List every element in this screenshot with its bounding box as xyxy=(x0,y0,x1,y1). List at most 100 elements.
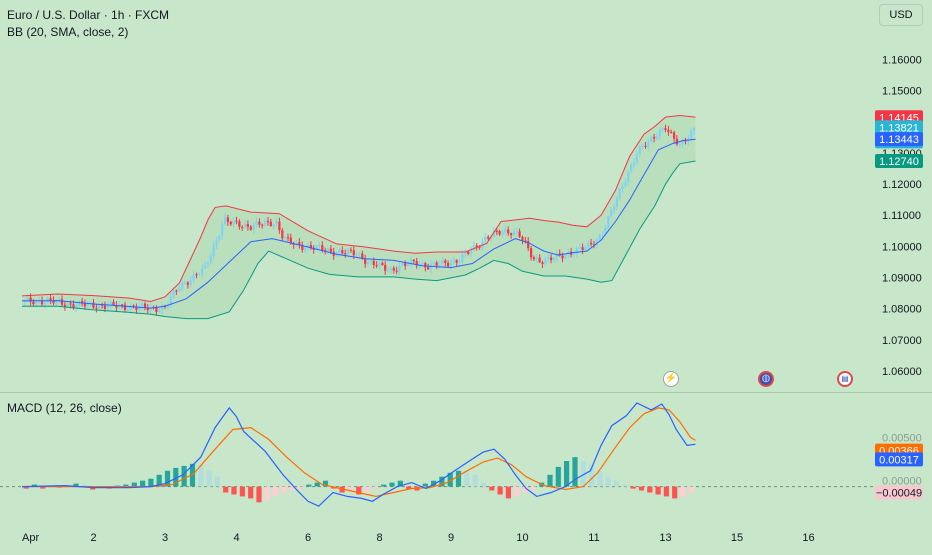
candle-body xyxy=(298,242,301,245)
candle-body xyxy=(55,300,58,304)
candle-body xyxy=(653,136,656,139)
histogram-bar xyxy=(31,484,38,487)
candle-body xyxy=(469,250,473,254)
time-axis[interactable]: Apr 2 3 4 6 8 9 10 11 13 15 16 xyxy=(22,532,815,544)
candle-body xyxy=(141,303,144,307)
candle-body xyxy=(69,303,72,305)
candle-body xyxy=(578,247,581,249)
candle-body xyxy=(83,303,86,307)
candle-body xyxy=(412,259,415,262)
macd-legend[interactable]: MACD (12, 26, close) xyxy=(7,401,122,415)
histogram-bar xyxy=(198,464,204,487)
candle-body xyxy=(92,302,95,308)
histogram-bar xyxy=(231,486,237,495)
candle-body xyxy=(407,264,410,266)
candle-body xyxy=(121,304,124,306)
price-tick-label: 1.09000 xyxy=(882,273,922,285)
candle-body xyxy=(389,268,392,271)
histogram-bar xyxy=(464,472,470,487)
candle-body xyxy=(555,253,558,258)
candle-body xyxy=(238,221,241,227)
histogram-bar xyxy=(248,486,254,499)
price-pane[interactable] xyxy=(21,114,696,320)
candle-body xyxy=(678,144,681,146)
histogram-bar xyxy=(306,484,312,487)
candle-body xyxy=(398,266,401,272)
candle-body xyxy=(126,309,129,311)
candle-body xyxy=(106,305,109,309)
price-tick-label: 1.11000 xyxy=(882,210,921,222)
candle-body xyxy=(109,301,112,306)
candle-body xyxy=(538,257,541,263)
price-tick-label: 1.15000 xyxy=(882,86,922,98)
time-tick-label: 11 xyxy=(588,532,599,544)
histogram-bar xyxy=(489,486,495,491)
currency-button[interactable]: USD xyxy=(879,4,923,26)
candle-body xyxy=(155,307,158,312)
candle-body xyxy=(481,241,484,248)
histogram-bar xyxy=(23,486,29,489)
candle-body xyxy=(387,270,390,272)
candle-body xyxy=(601,235,604,237)
candle-body xyxy=(258,221,261,225)
candle-body xyxy=(693,128,696,131)
candle-body xyxy=(452,260,455,263)
candle-body xyxy=(607,216,610,228)
symbol-legend[interactable]: Euro / U.S. Dollar · 1h · FXCM xyxy=(7,8,170,22)
candle-body xyxy=(246,224,249,227)
candle-body xyxy=(518,231,521,237)
candle-body xyxy=(158,310,161,312)
candle-body xyxy=(384,265,387,271)
candle-body xyxy=(638,146,641,154)
histogram-bar xyxy=(264,486,270,501)
bolt-icon[interactable]: ⚡ xyxy=(663,371,679,387)
candle-body xyxy=(427,267,430,270)
globe-icon[interactable]: ◍ xyxy=(758,371,774,387)
candle-body xyxy=(647,141,650,147)
candle-body xyxy=(324,250,327,252)
candle-body xyxy=(252,225,255,230)
histogram-bar xyxy=(322,480,329,487)
candle-body xyxy=(201,268,204,275)
histogram-bar xyxy=(605,476,611,487)
candle-body xyxy=(232,220,235,225)
candle-body xyxy=(338,250,341,253)
histogram-bar xyxy=(555,466,561,487)
candle-body xyxy=(449,263,453,267)
candle-body xyxy=(72,304,75,309)
time-tick-label: 9 xyxy=(448,532,454,544)
us-flag-icon[interactable]: ▤ xyxy=(837,371,853,387)
histogram-bar xyxy=(589,464,595,487)
histogram-badge-text: −0.00049 xyxy=(876,487,922,499)
histogram-bar xyxy=(123,484,129,487)
time-tick-label: 10 xyxy=(516,532,528,544)
histogram-bar xyxy=(638,486,645,491)
candle-body xyxy=(312,248,315,250)
histogram-bar xyxy=(148,478,154,487)
candle-body xyxy=(438,264,441,266)
candle-body xyxy=(146,307,149,311)
time-tick-label: 3 xyxy=(162,532,168,544)
time-tick-label: 16 xyxy=(802,532,814,544)
histogram-bar xyxy=(289,486,295,491)
bb-legend[interactable]: BB (20, SMA, close, 2) xyxy=(7,25,129,39)
candle-body xyxy=(627,171,630,182)
histogram-bar xyxy=(547,474,553,487)
candle-body xyxy=(98,304,101,309)
macd-pane[interactable] xyxy=(0,402,874,507)
histogram-bar xyxy=(173,467,179,487)
candle-body xyxy=(143,303,147,308)
candle-body xyxy=(309,245,312,249)
candle-body xyxy=(78,301,81,306)
histogram-bar xyxy=(223,486,229,493)
candle-body xyxy=(530,248,533,258)
candle-body xyxy=(547,257,550,260)
histogram-bar xyxy=(647,486,653,493)
histogram-bar xyxy=(131,482,137,487)
candle-body xyxy=(492,231,495,237)
candle-body xyxy=(352,250,355,256)
price-tick-label: 1.06000 xyxy=(882,366,922,378)
histogram-bar xyxy=(422,483,428,487)
